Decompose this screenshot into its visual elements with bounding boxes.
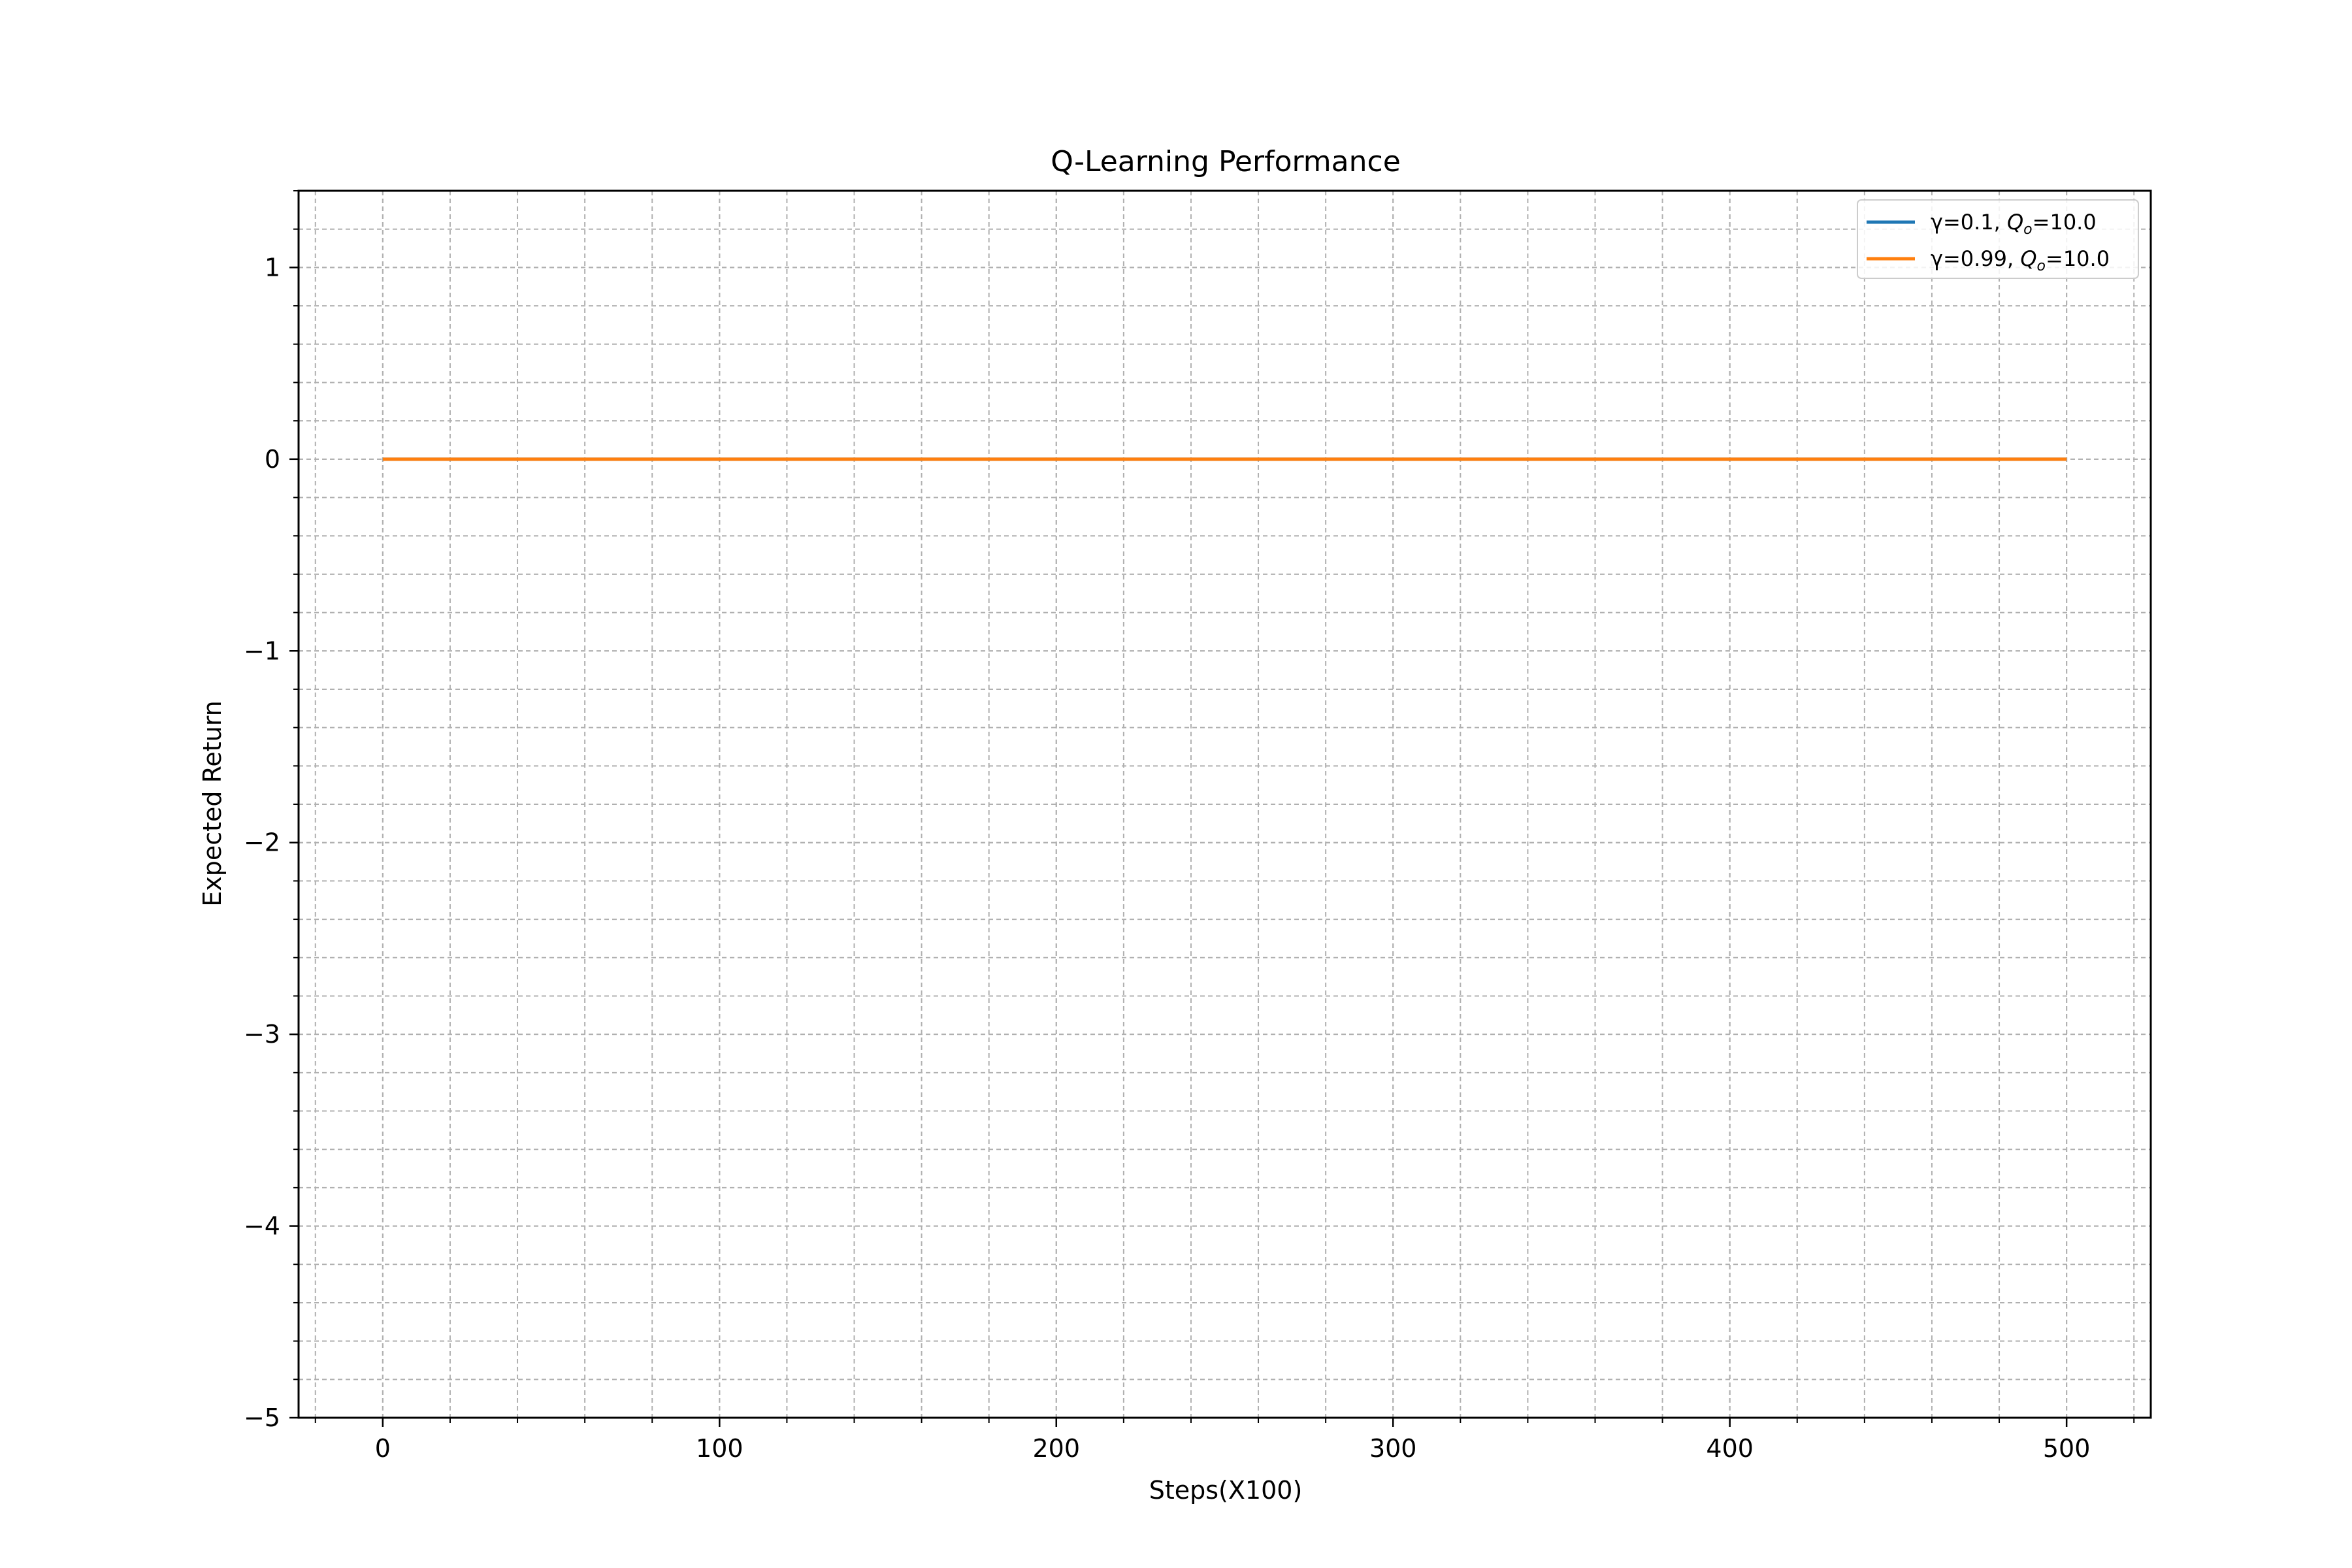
legend-box: [1857, 199, 2139, 279]
x-axis-label: Steps(X100): [1149, 1476, 1303, 1505]
legend-label: γ=0.99, Qo=10.0: [1931, 246, 2110, 274]
legend-label: γ=0.1, Qo=10.0: [1931, 210, 2097, 238]
y-tick-label: −1: [244, 636, 280, 665]
chart-title: Q-Learning Performance: [1051, 145, 1401, 178]
y-tick-label: −3: [244, 1020, 280, 1049]
y-tick-label: −4: [244, 1212, 280, 1241]
x-tick-label: 400: [1706, 1434, 1754, 1463]
y-tick-label: 1: [265, 253, 280, 282]
legend: γ=0.1, Qo=10.0 γ=0.99, Qo=10.0: [1857, 199, 2139, 279]
y-tick-label: −5: [244, 1403, 280, 1432]
y-axis-label: Expected Return: [198, 700, 227, 906]
y-tick-label: −2: [244, 828, 280, 857]
x-tick-label: 0: [375, 1434, 391, 1463]
x-tick-label: 300: [1369, 1434, 1417, 1463]
x-tick-label: 100: [696, 1434, 743, 1463]
x-tick-label: 200: [1033, 1434, 1081, 1463]
axis-ticks: 0 100 200 300 400 500 −5 −4 −3 −2 −1 0 1: [244, 190, 2135, 1463]
y-tick-label: 0: [265, 445, 280, 474]
x-tick-label: 500: [2043, 1434, 2091, 1463]
